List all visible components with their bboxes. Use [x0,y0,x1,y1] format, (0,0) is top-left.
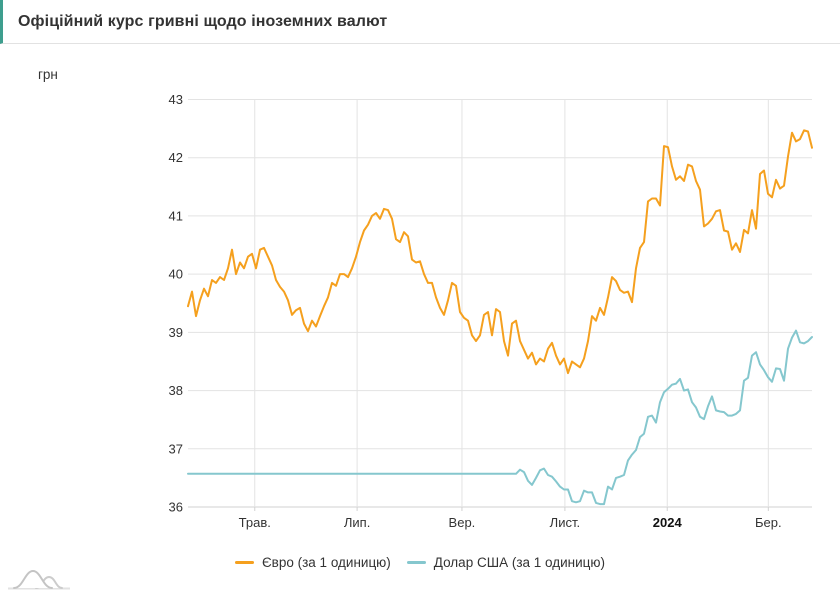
dollar-line-swatch [406,560,426,564]
y-tick-label: 37 [169,441,183,456]
dollar-series-line[interactable] [187,329,813,506]
title-bar: Офіційний курс гривні щодо іноземних вал… [0,0,840,44]
x-tick-label: Лист. [550,515,580,530]
y-tick-label: 43 [169,92,183,107]
y-tick-label: 38 [169,383,183,398]
x-tick-label: Трав. [239,515,271,530]
y-axis-unit-label: грн [38,67,58,82]
chart-legend: Євро (за 1 одиницю) Долар США (за 1 один… [0,549,840,575]
euro-line-swatch [234,560,254,564]
legend-label-euro: Євро (за 1 одиницю) [261,554,391,570]
euro-series-line[interactable] [187,129,813,375]
legend-label-dollar: Долар США (за 1 одиницю) [433,554,606,570]
x-tick-label: Лип. [344,515,370,530]
y-tick-label: 41 [169,208,183,223]
y-tick-label: 40 [169,267,183,282]
x-tick-label: 2024 [653,515,683,530]
y-tick-label: 39 [169,325,183,340]
x-tick-label: Бер. [755,515,782,530]
legend-item-dollar[interactable]: Долар США (за 1 одиницю) [406,554,606,570]
y-tick-label: 36 [169,500,183,515]
y-tick-label: 42 [169,150,183,165]
x-tick-label: Вер. [449,515,476,530]
page-title: Офіційний курс гривні щодо іноземних вал… [18,12,388,30]
hills-watermark-icon [8,569,70,590]
legend-item-euro[interactable]: Євро (за 1 одиницю) [234,554,391,570]
